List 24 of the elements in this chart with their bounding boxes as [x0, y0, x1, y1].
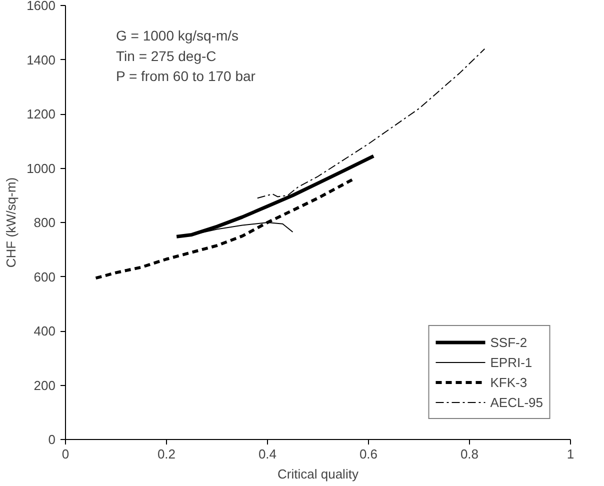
- y-tick-label: 400: [34, 324, 56, 338]
- legend-label: KFK-3: [490, 374, 528, 390]
- y-tick-label: 600: [34, 269, 56, 284]
- x-tick-label: 0.2: [157, 446, 176, 462]
- y-tick-label: 1200: [26, 106, 56, 122]
- y-tick-label: 1400: [26, 52, 56, 68]
- y-tick-label: 200: [34, 378, 56, 393]
- x-tick-label: 0.8: [460, 446, 479, 462]
- annotation: P = from 60 to 170 bar: [116, 68, 256, 84]
- y-tick-label: 0: [48, 432, 56, 447]
- annotation: Tin = 275 deg-C: [116, 48, 216, 64]
- y-tick-label: 1600: [26, 0, 56, 13]
- x-tick-label: 0.6: [359, 446, 378, 462]
- legend-label: SSF-2: [490, 334, 528, 350]
- x-tick-label: 1: [566, 446, 574, 462]
- x-tick-label: 0.4: [258, 446, 277, 462]
- y-tick-label: 1000: [26, 160, 56, 176]
- legend-label: AECL-95: [490, 394, 543, 410]
- annotation: G = 1000 kg/sq-m/s: [116, 27, 239, 44]
- legend-label: EPRI-1: [490, 354, 532, 370]
- y-axis-title: CHF (kW/sq-m): [4, 177, 19, 268]
- x-axis-title: Critical quality: [278, 466, 359, 482]
- y-tick-label: 800: [34, 215, 56, 230]
- x-tick-label: 0: [62, 446, 70, 462]
